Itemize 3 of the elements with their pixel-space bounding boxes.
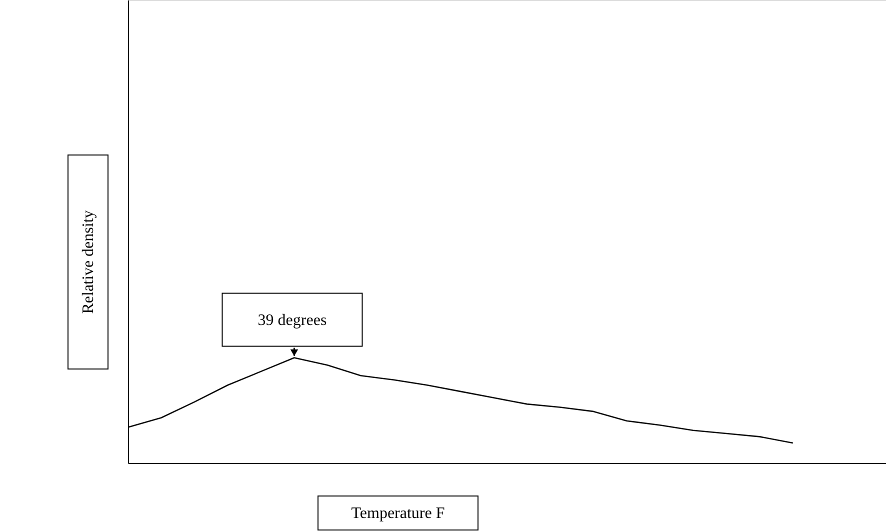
y-axis-title: Relative density: [80, 210, 97, 314]
x-axis-title: Temperature F: [351, 505, 445, 522]
annotation: 39 degrees: [258, 312, 327, 329]
